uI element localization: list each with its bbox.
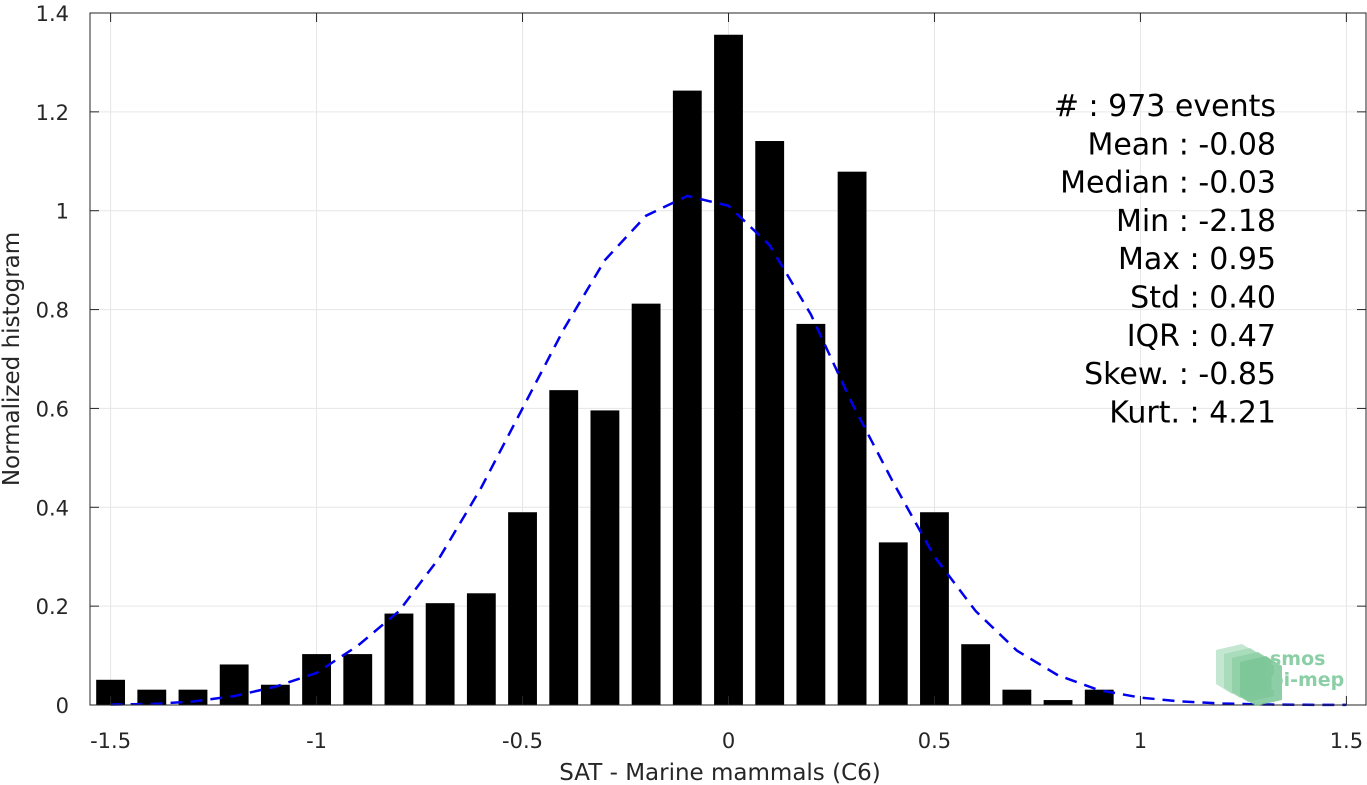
histogram-bar (1043, 700, 1073, 705)
normal-fit (110, 194, 1347, 707)
logo-mark-icon (1216, 644, 1282, 706)
x-tick-label: 1 (1134, 729, 1147, 753)
stat-count: # : 973 events (1054, 89, 1276, 124)
histogram-bar (672, 90, 702, 706)
stat-median: Median : -0.03 (1060, 166, 1276, 201)
histogram-bar (549, 390, 579, 705)
x-tick-label: 0.5 (918, 729, 951, 753)
axis-ticks (90, 12, 1366, 706)
logo-text-smos: smos (1270, 648, 1325, 670)
y-tick-label: 0.4 (36, 496, 69, 520)
y-tick-label: 0.6 (36, 397, 69, 421)
histogram-bar (508, 512, 537, 705)
x-axis-label: SAT - Marine mammals (C6) (559, 760, 881, 785)
histogram-bar (1002, 689, 1032, 705)
y-tick-label: 1.2 (36, 101, 69, 125)
histogram-bar (837, 171, 867, 705)
histogram-bar (1084, 689, 1114, 705)
x-tick-label: -0.5 (502, 729, 543, 753)
logo-text-pimep: pi-mep (1270, 669, 1344, 691)
histogram-bar (920, 512, 949, 705)
histogram-bar (961, 644, 991, 705)
histogram-bar (425, 603, 455, 705)
stat-mean: Mean : -0.08 (1087, 127, 1276, 162)
histogram-bar (260, 684, 290, 705)
histogram-bar (384, 613, 414, 705)
histogram-bar (590, 410, 620, 705)
histogram-bar (343, 654, 373, 705)
histogram-bar (631, 303, 661, 705)
histogram-bar (796, 323, 826, 705)
y-tick-label: 0 (56, 694, 69, 718)
histogram-bar (219, 664, 249, 705)
y-tick-labels: 0 0.2 0.4 0.6 0.8 1 1.2 1.4 (36, 2, 69, 718)
x-tick-label: 0 (722, 729, 735, 753)
normal-fit-curve (110, 194, 1347, 707)
smos-pimep-logo: smos pi-mep (1216, 644, 1344, 706)
x-tick-label: -1.5 (90, 729, 131, 753)
y-tick-label: 1 (56, 200, 69, 224)
x-tick-label: 1.5 (1330, 729, 1363, 753)
stat-max: Max : 0.95 (1118, 242, 1276, 277)
y-tick-label: 1.4 (36, 2, 69, 26)
x-tick-label: -1 (306, 729, 327, 753)
stat-skew: Skew. : -0.85 (1084, 357, 1276, 392)
histogram-bar (137, 689, 167, 705)
logo-layer (1240, 656, 1282, 706)
statistics-annotation: # : 973 events Mean : -0.08 Median : -0.… (1054, 89, 1276, 430)
y-axis-label: Normalized histogram (0, 232, 25, 486)
stat-std: Std : 0.40 (1130, 281, 1276, 316)
x-tick-labels: -1.5 -1 -0.5 0 0.5 1 1.5 (90, 729, 1363, 753)
histogram-bar (714, 34, 743, 705)
histogram-bar (466, 593, 496, 705)
y-tick-label: 0.2 (36, 595, 69, 619)
histogram-bar (878, 542, 908, 705)
stat-min: Min : -2.18 (1116, 204, 1276, 239)
histogram-bars (96, 34, 1114, 706)
y-tick-label: 0.8 (36, 299, 69, 323)
stat-kurt: Kurt. : 4.21 (1109, 395, 1276, 430)
stat-iqr: IQR : 0.47 (1127, 319, 1276, 354)
histogram-bar (755, 141, 785, 705)
